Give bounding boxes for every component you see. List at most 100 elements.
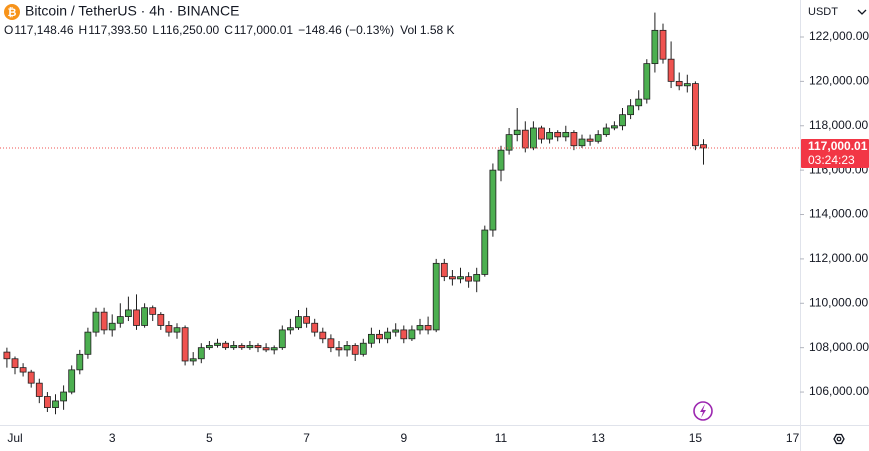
- settings-hex[interactable]: [833, 433, 845, 445]
- y-tick-label: 120,000.00: [809, 74, 869, 88]
- candle-body: [197, 347, 205, 360]
- x-tick-label: 11: [495, 431, 508, 445]
- candle-body: [538, 127, 545, 140]
- candle-body: [367, 333, 375, 344]
- candle-body: [602, 127, 610, 136]
- y-tick-label: 108,000.00: [809, 340, 869, 354]
- candle-body: [246, 345, 254, 349]
- candle-body: [440, 262, 448, 278]
- legend-value: 117,148.46: [14, 23, 73, 37]
- candle-body: [286, 327, 294, 331]
- candle-body: [254, 345, 262, 349]
- candle-body: [165, 325, 173, 333]
- currency-selector[interactable]: USDT: [808, 6, 867, 18]
- legend-change: −148.46 (−0.13%): [298, 23, 394, 37]
- candle-body: [424, 325, 432, 331]
- candle-body: [173, 327, 181, 333]
- candle-body: [651, 29, 659, 65]
- candle-body: [521, 129, 529, 149]
- candle-body: [635, 98, 643, 107]
- candle-body: [44, 396, 51, 408]
- candle-body: [546, 132, 553, 140]
- candle-body: [473, 274, 481, 282]
- candle-body: [513, 129, 521, 136]
- candle-body: [262, 347, 270, 351]
- candle-body: [327, 338, 335, 349]
- candle-body: [594, 134, 602, 142]
- candle-body: [141, 307, 149, 326]
- settings-icon[interactable]: [833, 433, 845, 445]
- candle-body: [578, 138, 586, 147]
- candle-body: [481, 229, 489, 275]
- symbol-title[interactable]: Bitcoin / TetherUS · 4h · BINANCE: [25, 3, 239, 19]
- candle-body: [189, 358, 197, 362]
- candle-body: [667, 58, 675, 82]
- legend-value: 117,393.50: [88, 23, 147, 37]
- candle-body: [238, 345, 246, 349]
- candle-body: [27, 371, 35, 384]
- candle-body: [35, 382, 43, 397]
- candle-body: [157, 313, 165, 326]
- legend-key: Vol: [400, 23, 417, 37]
- candle-body: [3, 351, 11, 360]
- candle-body: [133, 309, 140, 326]
- candle-body: [278, 329, 286, 349]
- candle-body: [505, 134, 513, 151]
- x-tick-label: 17: [786, 431, 800, 445]
- dropdown-arrow[interactable]: [857, 9, 867, 15]
- y-tick-label: 112,000.00: [809, 251, 868, 265]
- candle-body: [619, 114, 626, 127]
- candle-body: [76, 353, 84, 371]
- bitcoin-logo-glyph: ₿: [8, 7, 17, 19]
- legend-key: H: [79, 23, 88, 37]
- candle-body: [116, 316, 124, 324]
- candle-body: [351, 345, 359, 355]
- candle-body: [497, 149, 505, 171]
- legend-key: C: [224, 23, 233, 37]
- candle-body: [530, 127, 537, 149]
- last-price-label: 117,000.01: [808, 139, 868, 153]
- candle-body: [489, 169, 497, 231]
- time-axis: Jul 3 5 7 9 11 13 15 17: [7, 431, 799, 445]
- candle-body: [125, 309, 132, 317]
- x-tick-label: 13: [592, 431, 606, 445]
- x-tick-label: 3: [109, 431, 116, 445]
- price-axis: 106,000.00 108,000.00 110,000.00 112,000.00…: [800, 29, 869, 398]
- candle-body: [659, 29, 667, 60]
- candle-body: [270, 347, 278, 351]
- candle-body: [181, 327, 189, 362]
- y-tick-label: 118,000.00: [809, 118, 868, 132]
- candle-body: [311, 322, 319, 333]
- legend-value: 1.58 K: [420, 23, 455, 37]
- candle-body: [214, 342, 221, 346]
- candle-body: [611, 125, 618, 129]
- candle-body: [570, 132, 578, 147]
- currency-label[interactable]: USDT: [808, 6, 838, 18]
- alert-icon[interactable]: [693, 401, 713, 421]
- bar-countdown: 03:24:23: [808, 153, 855, 167]
- candle-body: [60, 391, 67, 402]
- candle-body: [643, 63, 651, 100]
- candle-body: [68, 369, 76, 393]
- candle-body: [52, 400, 59, 408]
- candle-body: [108, 322, 116, 331]
- candle-body: [149, 307, 157, 315]
- alert-icon-bolt[interactable]: [700, 404, 706, 418]
- x-tick-label: Jul: [7, 431, 22, 445]
- candle-body: [11, 358, 19, 369]
- x-tick-label: 9: [400, 431, 407, 445]
- candle-body: [586, 138, 594, 142]
- last-price-box: [801, 138, 869, 168]
- candle-body: [335, 347, 343, 351]
- ohlc-legend: O 117,148.46 H 117,393.50 L 116,250.00 C 117,00…: [4, 23, 455, 37]
- x-tick-label: 5: [206, 431, 213, 445]
- legend-key: O: [4, 23, 13, 37]
- settings-dot[interactable]: [836, 436, 842, 442]
- candle-body: [400, 329, 408, 340]
- candle-body: [683, 83, 691, 87]
- y-tick-label: 110,000.00: [809, 295, 868, 309]
- x-tick-label: 7: [303, 431, 310, 445]
- candle-body: [457, 276, 464, 280]
